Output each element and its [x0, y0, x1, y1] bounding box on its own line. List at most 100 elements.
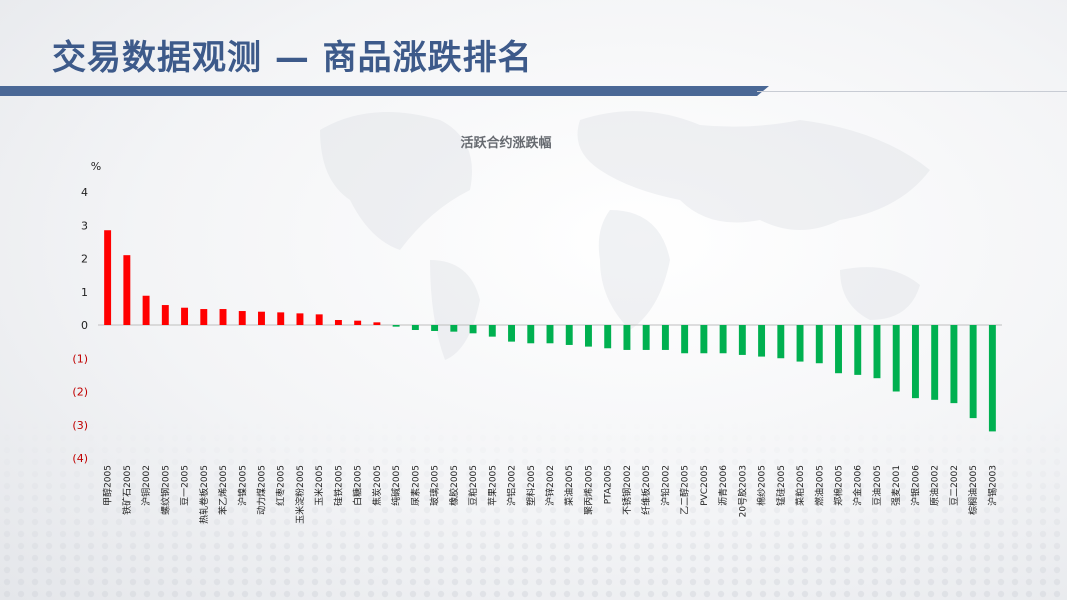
bar [411, 325, 419, 330]
x-tick-label: 沪金2006 [852, 465, 864, 506]
x-tick-label: 纯碱2005 [390, 465, 402, 506]
bar [508, 325, 515, 342]
bar [277, 312, 285, 325]
x-tick-label: 红枣2005 [275, 465, 287, 506]
x-tick-label: 豆粕2005 [467, 465, 479, 506]
bar [354, 320, 362, 325]
y-axis-unit: % [91, 160, 101, 173]
bar [238, 311, 246, 325]
bar [373, 322, 381, 325]
bar [181, 307, 189, 325]
title-thin-line [757, 91, 1067, 92]
bar [892, 325, 900, 392]
x-tick-label: 豆油2005 [871, 465, 883, 506]
x-tick-label: 原油2002 [929, 465, 941, 506]
x-tick-label: 苹果2005 [486, 465, 498, 506]
x-tick-label: 甲醇2005 [102, 465, 114, 506]
x-tick-label: 菜油2005 [563, 465, 575, 506]
x-tick-label: 动力煤2005 [255, 465, 267, 515]
y-tick-label: 3 [81, 219, 88, 232]
world-map-decoration [320, 111, 930, 360]
x-tick-label: 郑棉2005 [833, 465, 845, 506]
bar [719, 325, 727, 354]
x-tick-label: 棉纱2005 [756, 465, 768, 506]
x-tick-label: 橡胶2005 [448, 465, 460, 506]
x-tick-label: 沪铅2002 [659, 465, 671, 506]
bar [392, 325, 400, 327]
bar [854, 325, 862, 375]
x-tick-label: 铁矿石2005 [121, 465, 133, 515]
x-tick-label: 沪银2006 [909, 465, 921, 506]
x-tick-label: 纤维板2005 [640, 465, 652, 515]
title-underline-bar [0, 86, 757, 96]
bars [104, 230, 996, 432]
bar [546, 325, 554, 344]
bar [585, 325, 592, 347]
bar [873, 325, 881, 379]
bar [431, 325, 439, 331]
bar [681, 325, 689, 354]
x-tick-label: 白糖2005 [352, 465, 364, 506]
dot-pattern-decoration [0, 420, 1067, 600]
y-tick-label: (1) [72, 352, 88, 365]
x-tick-label: 玉米淀粉2005 [294, 465, 306, 524]
x-tick-label: 锰硅2005 [775, 465, 787, 506]
bar [469, 325, 477, 334]
x-tick-label: 玉米2005 [313, 465, 325, 506]
x-tick-label: 螺纹钢2005 [159, 465, 171, 515]
bar [700, 325, 708, 354]
x-tick-label: PVC2005 [700, 465, 710, 506]
y-tick-label: (4) [72, 452, 88, 465]
bar [488, 325, 496, 337]
bar [931, 325, 939, 400]
x-tick-label: 聚丙烯2005 [582, 465, 594, 515]
x-tick-label: 菜粕2005 [794, 465, 806, 506]
bar [738, 325, 746, 355]
x-tick-label: PTA2005 [604, 465, 614, 504]
y-tick-label: 1 [81, 286, 88, 299]
x-tick-label: 乙二醇2005 [679, 465, 691, 515]
y-tick-label: (2) [72, 386, 88, 399]
x-tick-label: 沪锡2003 [986, 465, 998, 506]
x-tick-label: 沪铜2002 [140, 465, 152, 506]
y-tick-label: 4 [81, 186, 88, 199]
bar [758, 325, 766, 357]
bar [623, 325, 631, 350]
x-tick-label: 20号胶2003 [736, 465, 748, 517]
bar [315, 314, 323, 325]
bar [950, 325, 958, 404]
bar [219, 309, 227, 325]
bar [334, 320, 342, 325]
bar [815, 325, 823, 364]
bar [258, 311, 265, 325]
x-tick-label: 焦炭2005 [371, 465, 383, 506]
x-tick-label: 硅铁2005 [332, 465, 344, 506]
bar [296, 313, 304, 325]
chart-title: 活跃合约涨跌幅 [460, 135, 551, 151]
y-tick-label: 2 [81, 253, 88, 266]
bar [777, 325, 785, 359]
x-tick-label: 强麦2001 [890, 465, 902, 506]
bar [450, 325, 458, 332]
x-tick-label: 玻璃2005 [429, 465, 441, 506]
bar [200, 309, 208, 325]
bar [604, 325, 612, 349]
y-tick-label: 0 [81, 319, 88, 332]
x-tick-label: 豆二2002 [949, 465, 960, 506]
y-tick-label: (3) [72, 419, 88, 432]
bar [988, 325, 996, 432]
bar [661, 325, 669, 350]
bar [969, 325, 977, 419]
x-tick-label: 豆一2005 [180, 465, 191, 506]
x-tick-label: 热轧卷板2005 [198, 465, 210, 524]
x-tick-label: 沪锌2002 [544, 465, 556, 506]
bar [527, 325, 535, 344]
bar [565, 325, 573, 345]
x-tick-label: 燃油2005 [813, 465, 825, 506]
bar [642, 325, 650, 350]
bar [142, 295, 150, 325]
x-axis-labels: 甲醇2005 铁矿石2005 沪铜2002 螺纹钢2005 豆一2005 热轧卷板2005… [102, 465, 999, 524]
x-tick-label: 沪镍2005 [236, 465, 248, 506]
x-tick-label: 苯乙烯2005 [217, 465, 229, 515]
